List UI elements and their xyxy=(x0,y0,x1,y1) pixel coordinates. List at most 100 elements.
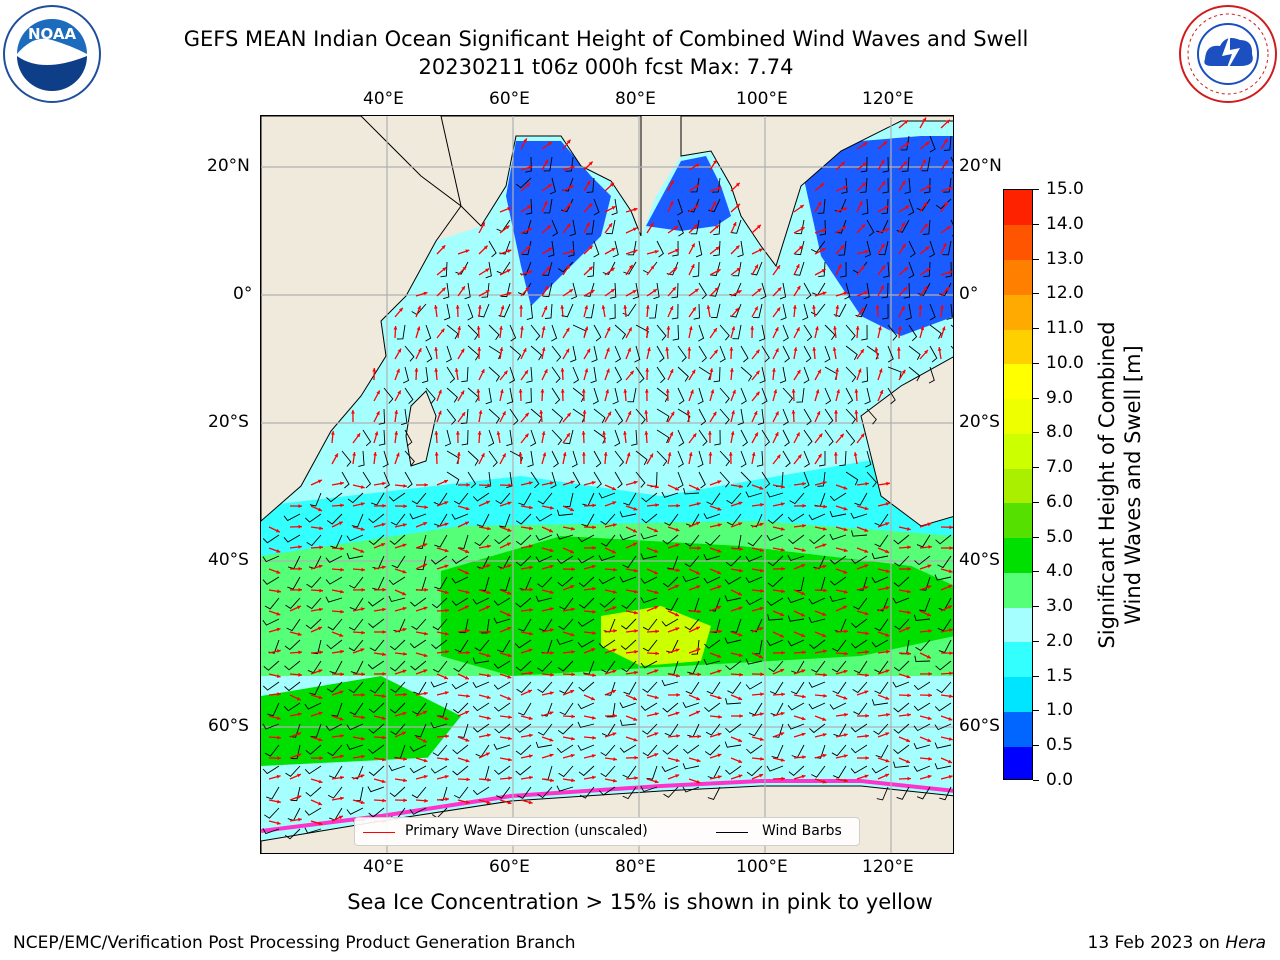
wave-direction-arrowhead xyxy=(818,453,822,458)
wind-barb xyxy=(761,471,771,489)
wave-direction-arrowhead xyxy=(460,390,465,395)
wave-direction-arrowhead xyxy=(402,711,407,716)
wind-barb xyxy=(430,555,448,565)
colorbar-tick-label: 8.0 xyxy=(1046,422,1074,443)
wind-barb xyxy=(444,303,451,321)
wind-barb xyxy=(559,702,574,716)
wave-direction-arrowhead xyxy=(823,672,827,677)
wind-barb xyxy=(682,763,700,770)
wind-barb xyxy=(865,450,872,468)
wind-barb xyxy=(935,534,952,545)
wave-direction-arrowhead xyxy=(571,567,575,572)
wind-barb xyxy=(682,701,700,708)
wind-barb xyxy=(262,555,280,563)
wave-direction-arrowhead xyxy=(864,291,869,295)
wind-barb xyxy=(304,807,322,816)
wave-direction-arrowhead xyxy=(949,694,953,699)
colorbar-tick xyxy=(1033,501,1039,503)
wind-barb xyxy=(808,681,826,688)
wave-direction-arrowhead xyxy=(885,732,890,736)
wave-direction-arrowhead xyxy=(613,713,617,718)
wind-barb xyxy=(892,681,910,688)
wave-direction-arrowhead xyxy=(855,326,860,330)
wind-barb xyxy=(518,702,532,716)
wave-direction-arrowhead xyxy=(611,248,616,252)
wave-direction-arrowhead xyxy=(757,288,762,293)
wave-direction-arrowhead xyxy=(796,432,800,437)
wave-direction-arrowhead xyxy=(381,565,386,570)
wave-direction-arrowhead xyxy=(644,410,649,414)
wave-direction-arrowhead xyxy=(546,266,551,271)
wave-direction-arrowhead xyxy=(822,228,827,233)
wave-direction-arrowhead xyxy=(781,650,785,655)
wind-barb xyxy=(454,639,469,653)
wave-direction-arrowhead xyxy=(708,452,713,456)
wind-barb xyxy=(614,345,622,363)
wave-direction-arrowhead xyxy=(486,564,491,568)
wave-direction-arrowhead xyxy=(571,672,575,677)
wind-barb xyxy=(664,513,679,526)
wind-barb xyxy=(829,510,847,518)
wave-direction-arrowhead xyxy=(927,738,932,742)
wave-direction-arrowhead xyxy=(424,798,428,803)
wind-barb xyxy=(873,723,889,735)
wind-barb xyxy=(558,660,574,672)
wave-direction-arrowhead xyxy=(940,305,944,309)
wind-barb xyxy=(779,366,787,384)
wave-direction-arrowhead xyxy=(948,628,953,633)
wave-direction-arrowhead xyxy=(277,756,281,760)
wave-direction-arrowhead xyxy=(334,453,338,458)
wave-direction-arrowhead xyxy=(738,606,743,611)
wave-direction-arrowhead xyxy=(612,778,617,783)
wave-direction-arrowhead xyxy=(695,626,700,631)
wind-barb xyxy=(710,261,721,276)
wind-barb xyxy=(619,511,637,518)
wave-direction-arrowhead xyxy=(885,502,890,506)
wind-barb xyxy=(641,513,658,524)
wind-barb xyxy=(488,324,500,340)
colorbar-tick xyxy=(1033,362,1039,364)
wave-direction-arrowhead xyxy=(926,268,930,272)
wave-direction-arrowhead xyxy=(547,142,552,146)
wave-direction-arrowhead xyxy=(403,484,407,488)
wind-barb xyxy=(614,450,625,467)
wind-barb xyxy=(808,702,826,710)
wave-direction-arrowhead xyxy=(571,778,575,783)
wind-barb xyxy=(369,681,385,694)
wind-barb xyxy=(683,487,700,495)
wind-barb xyxy=(709,282,721,297)
wind-barb xyxy=(535,534,553,541)
wind-barb xyxy=(766,639,784,647)
wave-direction-arrowhead xyxy=(801,548,806,552)
wave-direction-arrowhead xyxy=(506,542,511,547)
wave-direction-arrowhead xyxy=(717,585,722,589)
wave-direction-arrowhead xyxy=(885,606,890,610)
wave-direction-arrowhead xyxy=(796,264,800,269)
wave-direction-arrowhead xyxy=(853,452,858,456)
wave-direction-arrowhead xyxy=(864,549,869,553)
wind-barb xyxy=(425,387,436,404)
wave-direction-arrowhead xyxy=(776,307,781,312)
wind-barb xyxy=(391,555,406,569)
wave-direction-arrowhead xyxy=(927,522,932,527)
wind-barb xyxy=(410,597,427,607)
wind-barb xyxy=(766,597,784,606)
wave-direction-arrowhead xyxy=(529,733,533,738)
wave-direction-arrowhead xyxy=(582,452,586,456)
wind-barb xyxy=(409,765,427,774)
wave-direction-arrowhead xyxy=(340,503,344,508)
wind-barb xyxy=(725,723,742,733)
lat-tick-right-0: 0° xyxy=(959,284,979,304)
wave-direction-arrowhead xyxy=(444,675,448,680)
lon-tick-bottom-60e: 60°E xyxy=(489,857,530,877)
wave-direction-arrowhead xyxy=(695,163,700,168)
wave-direction-arrowhead xyxy=(688,452,693,457)
wind-barb xyxy=(896,219,910,233)
wave-direction-arrowhead xyxy=(569,289,573,293)
wind-barb xyxy=(866,408,877,425)
wave-direction-arrowhead xyxy=(633,717,638,721)
wind-barb xyxy=(871,552,889,560)
wind-barb xyxy=(766,765,784,772)
wind-barb xyxy=(477,303,490,318)
wave-direction-arrowhead xyxy=(507,291,512,296)
